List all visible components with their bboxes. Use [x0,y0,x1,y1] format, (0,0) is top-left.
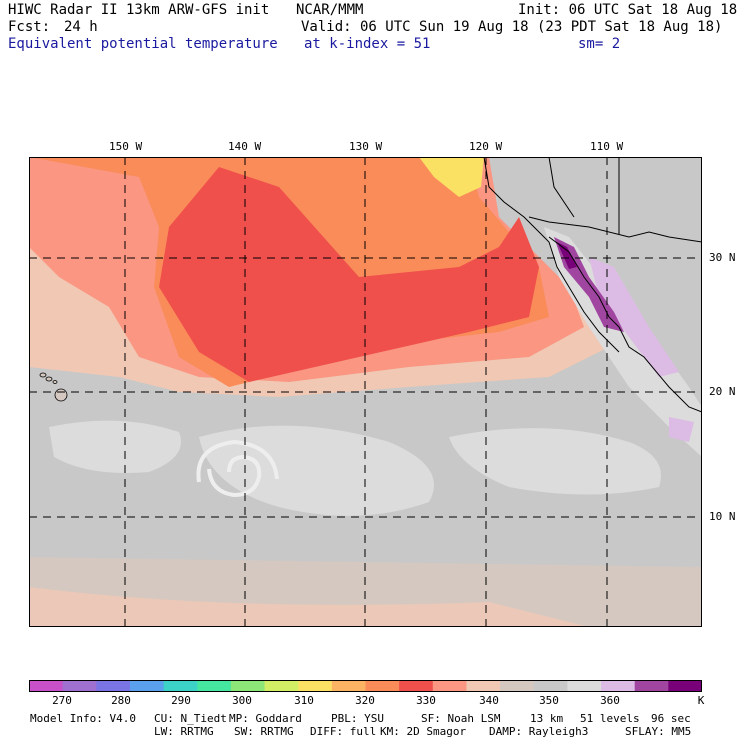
colorbar-swatch [500,680,535,692]
high-theta-e-lavender [589,257,679,377]
forecast-hours: 24 h [64,19,98,35]
colorbar-swatch [163,680,198,692]
colorbar-swatch [197,680,232,692]
lon-tick-140w: 140 W [228,140,262,153]
cyclone-swirl [196,439,279,498]
lat-tick-20n: 20 N [709,385,736,398]
grid-spacing: 13 km [530,712,564,725]
valid-time: Valid: 06 UTC Sun 19 Aug 18 (23 PDT Sat … [301,19,723,35]
field-name: Equivalent potential temperature [8,36,278,52]
colorbar-label-340: 340 [479,694,499,707]
lon-tick-150w: 150 W [109,140,143,153]
vertical-levels: 51 levels [580,712,640,725]
colorbar-label-310: 310 [294,694,314,707]
colorbar-swatch [96,680,131,692]
init-time: Init: 06 UTC Sat 18 Aug 18 [518,2,738,18]
lon-tick-110w: 110 W [590,140,624,153]
tropical-light-patch-east [449,428,661,495]
time-step: 96 sec [651,712,691,725]
colorbar-swatch [365,680,400,692]
colorbar-swatch [634,680,669,692]
colorbar-swatch [62,680,97,692]
microphysics-scheme: MP: Goddard [229,712,302,725]
colorbar-label-330: 330 [416,694,436,707]
longwave-scheme: LW: RRTMG [154,725,214,738]
lat-tick-10n: 10 N [709,510,736,523]
colorbar-border [29,680,702,692]
colorbar-swatch [129,680,165,692]
tropical-light-patch-west [49,420,181,473]
colorbar-label-280: 280 [111,694,131,707]
forecast-label: Fcst: [8,19,51,35]
colorbar-swatch [466,680,501,692]
level-label: at k-index = 51 [304,36,431,52]
surface-layer-option: SFLAY: MM5 [625,725,692,738]
border-line [528,216,702,243]
state-line [548,157,575,218]
colorbar-swatch [432,680,467,692]
colorbar-swatch [399,680,434,692]
north-yellow-patch [419,157,484,197]
colorbar-swatch [264,680,299,692]
colorbar-swatch [668,680,702,692]
km-option: KM: 2D Smagor [380,725,467,738]
colorbar-label-320: 320 [355,694,375,707]
colorbar-swatch [567,680,602,692]
cumulus-scheme: CU: N_Tiedt [154,712,227,725]
shortwave-scheme: SW: RRTMG [234,725,294,738]
colorbar-label-360: 360 [600,694,620,707]
diffusion-option: DIFF: full [310,725,377,738]
theta-e-map [29,157,702,627]
colorbar-label-300: 300 [232,694,252,707]
baja-coast-line [548,236,702,413]
lon-tick-130w: 130 W [349,140,383,153]
hot-core-region [159,167,539,382]
west-coast-line [483,157,620,353]
colorbar-label-290: 290 [171,694,191,707]
pbl-scheme: PBL: YSU [331,712,384,725]
colorbar-swatch [331,680,366,692]
east-lavender-patch [669,417,694,442]
organization-label: NCAR/MMM [296,2,364,18]
southern-peach-band [29,587,589,627]
lat-tick-30n: 30 N [709,251,736,264]
colorbar-swatch [298,680,333,692]
colorbar-swatch [230,680,266,692]
graticule [29,157,702,627]
map-border [29,157,702,627]
damping-option: DAMP: Rayleigh3 [489,725,589,738]
lon-tick-120w: 120 W [469,140,503,153]
colorbar-swatch [29,680,64,692]
colorbar [29,680,702,692]
high-theta-e-dark [557,242,577,269]
colorbar-label-270: 270 [52,694,72,707]
colorbar-label-350: 350 [539,694,559,707]
smoothing-label: sm= 2 [578,36,621,52]
model-title: HIWC Radar II 13km ARW-GFS init [8,2,270,18]
colorbar-swatch [533,680,568,692]
surface-scheme: SF: Noah LSM [421,712,501,725]
model-version: Model Info: V4.0 [30,712,136,725]
colorbar-unit: K [697,694,705,707]
colorbar-swatch [601,680,636,692]
